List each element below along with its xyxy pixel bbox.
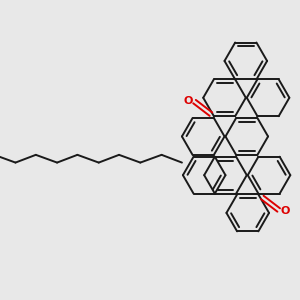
Text: O: O [281, 206, 290, 216]
Text: O: O [183, 96, 192, 106]
